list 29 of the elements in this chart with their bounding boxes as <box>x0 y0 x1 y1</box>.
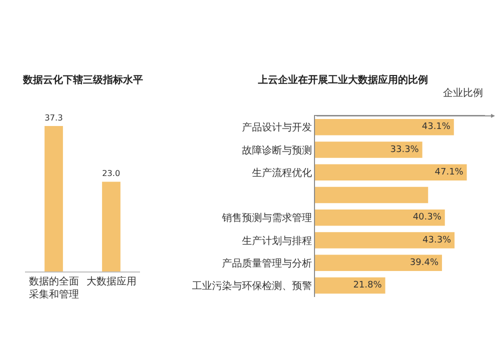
y-tick-label: 生产流程优化 <box>252 166 312 179</box>
x-tick-label: 数据的全面采集和管理 <box>28 276 79 300</box>
chart-title: 数据云化下辖三级指标水平 <box>22 74 143 86</box>
data-label: 39.4% <box>410 258 439 268</box>
x-axis-title: 企业比例 <box>443 87 483 99</box>
data-label: 43.3% <box>422 235 452 246</box>
data-label: 33.3% <box>390 144 420 155</box>
bar <box>315 210 445 226</box>
bar <box>315 277 386 294</box>
y-tick-label: 工业污染与环保检测、预警 <box>192 280 312 292</box>
bar <box>315 186 428 204</box>
y-tick-label: 生产计划与排程 <box>242 234 312 247</box>
data-label: 37.3 <box>44 112 63 122</box>
x-tick-label: 大数据应用 <box>86 276 136 288</box>
chart-title: 上云企业在开展工业大数据应用的比例 <box>257 74 428 86</box>
data-label: 21.8% <box>353 280 382 291</box>
bar <box>315 164 467 181</box>
y-tick-label: 产品质量管理与分析 <box>222 257 312 270</box>
data-label: 23.0 <box>102 168 120 178</box>
y-tick-label: 产品设计与开发 <box>242 122 312 134</box>
bar <box>315 119 454 136</box>
y-tick-label: 销售预测与需求管理 <box>221 212 312 224</box>
data-label: 43.1% <box>422 122 451 132</box>
bar <box>315 232 455 248</box>
data-label: 47.1% <box>434 167 464 178</box>
bar <box>315 254 442 272</box>
data-label: 40.3% <box>412 212 442 223</box>
bar <box>315 142 422 158</box>
y-tick-label: 故障诊断与预测 <box>242 144 312 156</box>
